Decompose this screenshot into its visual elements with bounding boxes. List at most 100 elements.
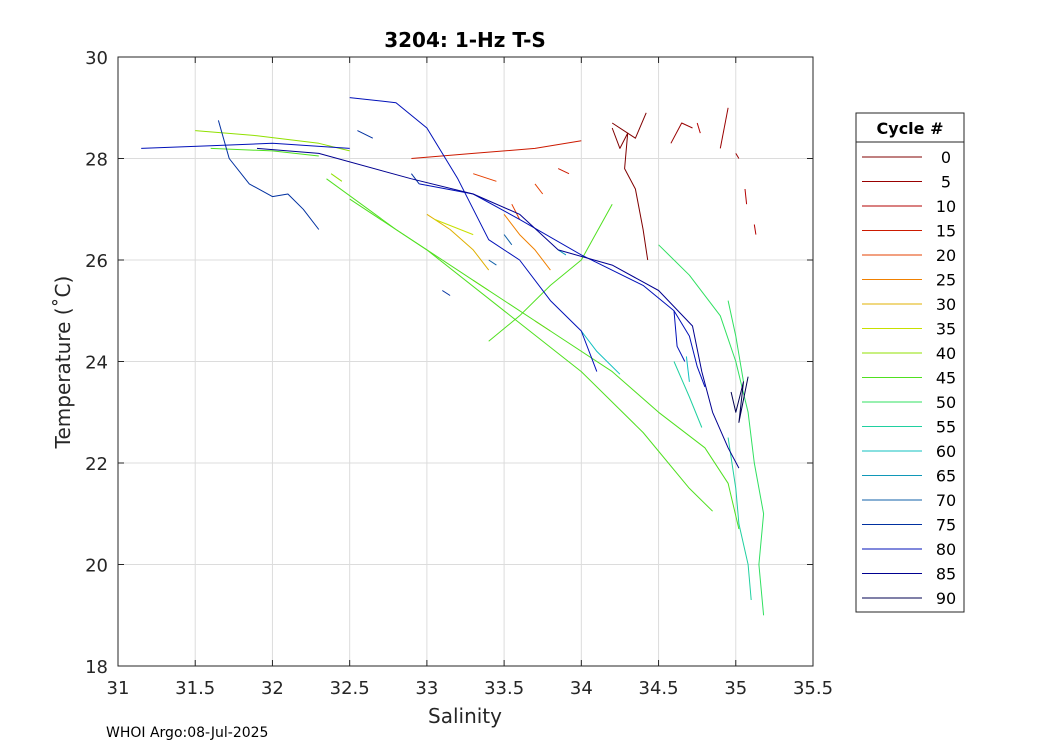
- series-line: [511, 203, 521, 220]
- legend-label: 30: [936, 295, 956, 314]
- series-line: [217, 120, 320, 230]
- legend-label: 5: [941, 173, 951, 192]
- series-cycle-25: [503, 213, 551, 271]
- legend-label: 40: [936, 344, 956, 363]
- series-cycle-15: [411, 140, 582, 175]
- legend-label: 85: [936, 565, 956, 584]
- series-line: [349, 97, 598, 372]
- x-tick-label: 33.5: [484, 678, 524, 699]
- series-line: [411, 140, 582, 159]
- legend-label: 90: [936, 589, 956, 608]
- series-line: [611, 112, 647, 139]
- x-tick-label: 32.5: [330, 678, 370, 699]
- legend-label: 50: [936, 393, 956, 412]
- footer-credit: WHOI Argo:08-Jul-2025: [106, 725, 269, 741]
- series-line: [141, 142, 350, 149]
- chart-title: 3204: 1-Hz T-S: [384, 28, 546, 52]
- y-tick-label: 30: [85, 48, 108, 69]
- series-line: [673, 361, 703, 428]
- series-cycle-10: [696, 122, 757, 235]
- series-cycle-80: [141, 97, 706, 388]
- legend-label: 55: [936, 418, 956, 437]
- series-line: [534, 183, 544, 195]
- series-line: [611, 127, 649, 261]
- legend-label: 20: [936, 246, 956, 265]
- series-line: [719, 107, 729, 149]
- series-line: [488, 203, 613, 342]
- series-cycle-20: [473, 173, 544, 220]
- series-line: [442, 290, 451, 296]
- x-tick-label: 35.5: [793, 678, 833, 699]
- y-tick-label: 20: [85, 556, 108, 577]
- series-line: [753, 224, 757, 235]
- legend-label: 70: [936, 491, 956, 510]
- series-line: [473, 173, 497, 182]
- legend-label: 25: [936, 271, 956, 290]
- series-line: [727, 437, 752, 601]
- series-line: [357, 130, 374, 139]
- series-line: [727, 300, 744, 382]
- legend-label: 65: [936, 467, 956, 486]
- series-line: [730, 376, 749, 423]
- y-axis-label: Temperature (˚C): [51, 276, 75, 450]
- series-cycle-90: [730, 376, 749, 423]
- legend-label: 80: [936, 540, 956, 559]
- legend-title: Cycle #: [877, 119, 944, 138]
- x-tick-label: 33: [415, 678, 438, 699]
- series-line: [503, 234, 513, 246]
- legend-label: 10: [936, 197, 956, 216]
- series-line: [330, 173, 343, 182]
- legend-label: 60: [936, 442, 956, 461]
- series-line: [557, 168, 570, 175]
- series-line: [670, 122, 693, 144]
- series-cycle-45: [210, 147, 740, 530]
- series-line: [673, 310, 686, 362]
- series-line: [419, 183, 706, 388]
- series-line: [488, 259, 497, 266]
- series-cycle-0: [611, 112, 649, 261]
- x-tick-label: 34: [570, 678, 593, 699]
- legend-label: 45: [936, 369, 956, 388]
- series-line: [580, 330, 621, 375]
- series-cycle-70: [488, 234, 513, 266]
- axis-ticks: 31 31.5 32 32.5 33 33.5 34 34.5 35 35.5 18 20 22 24 26…: [85, 48, 833, 699]
- series-cycle-50: [658, 244, 765, 616]
- series-line: [411, 173, 420, 185]
- legend: Cycle # 0 5 10 15 20 25 30 35 40 45 50 55 60 65 70 75 80…: [855, 112, 965, 613]
- legend-label: 35: [936, 320, 956, 339]
- y-tick-label: 26: [85, 251, 108, 272]
- series-line: [685, 356, 690, 382]
- x-tick-label: 32: [261, 678, 284, 699]
- series-cycle-5: [670, 107, 740, 159]
- y-tick-label: 28: [85, 150, 108, 171]
- y-tick-label: 24: [85, 353, 108, 374]
- y-tick-label: 18: [85, 657, 108, 678]
- y-tick-label: 22: [85, 454, 108, 475]
- legend-items: 0 5 10 15 20 25 30 35 40 45 50 55 60 65 70 75 80 85 90: [862, 148, 956, 608]
- series-line: [256, 147, 740, 469]
- legend-box: [855, 112, 965, 613]
- series-line: [696, 122, 701, 134]
- legend-label: 75: [936, 516, 956, 535]
- legend-label: 15: [936, 222, 956, 241]
- x-axis-label: Salinity: [428, 704, 502, 728]
- series-cycle-55: [673, 361, 752, 601]
- series-cycle-85: [256, 147, 740, 469]
- legend-label: 0: [941, 148, 951, 167]
- x-tick-label: 35: [724, 678, 747, 699]
- series-line: [349, 198, 713, 512]
- series-cycle-75: [217, 120, 451, 296]
- series-line: [426, 213, 490, 271]
- series-line: [503, 213, 551, 271]
- x-tick-label: 31.5: [175, 678, 215, 699]
- plot-series: [141, 97, 765, 616]
- x-tick-label: 34.5: [639, 678, 679, 699]
- series-line: [658, 244, 765, 616]
- series-line: [434, 218, 474, 236]
- x-tick-label: 31: [107, 678, 130, 699]
- series-line: [210, 147, 319, 157]
- series-line: [744, 188, 748, 205]
- series-line: [735, 153, 740, 159]
- series-cycle-60: [580, 330, 690, 382]
